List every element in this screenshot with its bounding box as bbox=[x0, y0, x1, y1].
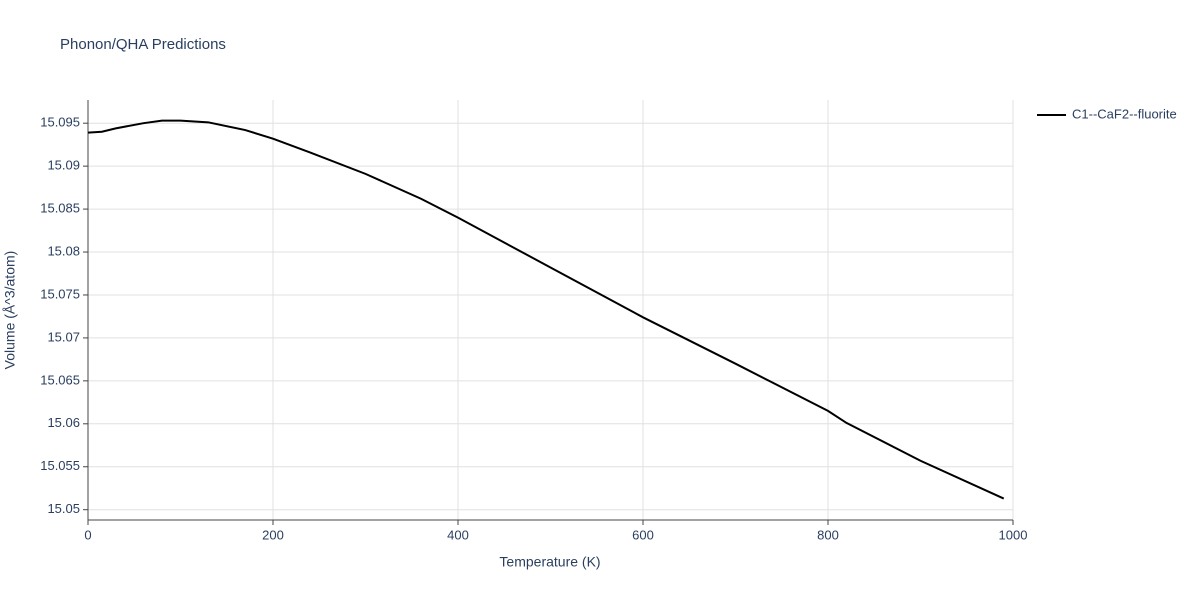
y-tick-label: 15.09 bbox=[47, 158, 80, 173]
y-tick-label: 15.055 bbox=[40, 458, 80, 473]
series-line bbox=[87, 119, 1005, 500]
x-tick-label: 200 bbox=[262, 527, 284, 542]
y-tick-label: 15.075 bbox=[40, 286, 80, 301]
x-tick-label: 600 bbox=[632, 527, 654, 542]
y-tick-label: 15.05 bbox=[47, 501, 80, 516]
y-tick-label: 15.095 bbox=[40, 115, 80, 130]
y-tick-label: 15.06 bbox=[47, 415, 80, 430]
y-axis-title: Volume (Å^3/atom) bbox=[2, 251, 18, 370]
x-axis-title: Temperature (K) bbox=[499, 554, 600, 570]
x-tick-label: 0 bbox=[84, 527, 91, 542]
x-tick-label: 800 bbox=[817, 527, 839, 542]
y-tick-label: 15.07 bbox=[47, 329, 80, 344]
x-tick-label: 1000 bbox=[999, 527, 1028, 542]
y-tick-label: 15.085 bbox=[40, 201, 80, 216]
y-tick-label: 15.065 bbox=[40, 372, 80, 387]
x-tick-label: 400 bbox=[447, 527, 469, 542]
y-tick-label: 15.08 bbox=[47, 243, 80, 258]
chart-title: Phonon/QHA Predictions bbox=[60, 36, 226, 53]
legend-label: C1--CaF2--fluorite bbox=[1072, 106, 1177, 121]
